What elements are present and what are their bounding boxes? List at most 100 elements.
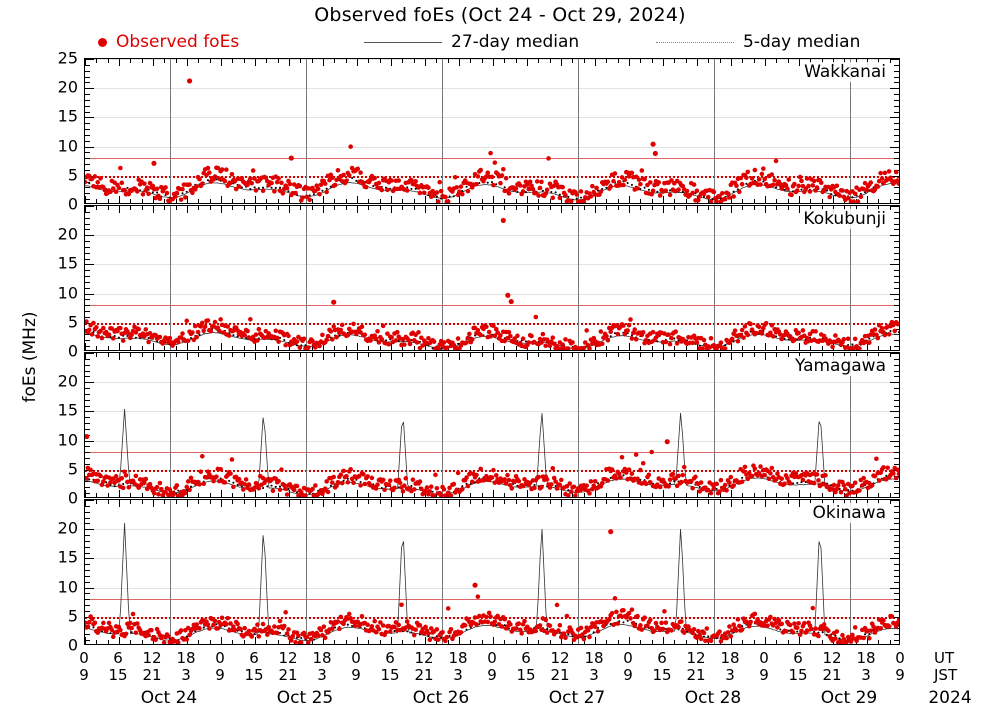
x-tick [776, 346, 778, 350]
x-tick [753, 59, 755, 63]
x-tick [447, 500, 449, 504]
x-tick [663, 343, 664, 350]
x-tick [810, 500, 812, 504]
x-tick [889, 199, 891, 203]
x-tick [583, 59, 585, 63]
x-tick [413, 346, 415, 350]
x-tick [391, 206, 392, 213]
x-tick [583, 640, 585, 644]
y-tick [894, 246, 899, 248]
x-tick [685, 640, 687, 644]
x-tick [425, 59, 426, 66]
x-tick [572, 500, 574, 504]
day-separator [578, 353, 579, 497]
y-tick [894, 564, 899, 566]
x-tick [810, 346, 812, 350]
plot-area: Wakkanai [85, 59, 899, 203]
observed-foes-points [85, 529, 899, 644]
x-tick [844, 353, 846, 357]
ut-tick-label: 18 [856, 649, 876, 667]
x-tick [425, 500, 426, 507]
x-tick [617, 199, 619, 203]
x-tick [187, 343, 188, 350]
x-tick [753, 199, 755, 203]
x-tick [617, 493, 619, 497]
x-tick [243, 59, 245, 63]
x-tick [141, 500, 143, 504]
y-tick [85, 570, 90, 572]
x-tick [379, 59, 381, 63]
x-tick [617, 59, 619, 63]
x-tick [719, 500, 721, 504]
jst-tick-label: 3 [725, 666, 735, 684]
ut-tick-label: 6 [657, 649, 667, 667]
day-separator [850, 206, 851, 350]
x-tick [855, 353, 857, 357]
x-tick [674, 199, 676, 203]
x-tick [753, 346, 755, 350]
y-tick [85, 523, 90, 525]
x-tick [731, 343, 732, 350]
x-tick [277, 206, 279, 210]
solid-line-icon [364, 41, 442, 43]
x-tick [209, 493, 211, 497]
x-tick [470, 59, 472, 63]
data-series [85, 78, 899, 203]
y-tick-label: 10 [57, 577, 78, 597]
x-tick [753, 206, 755, 210]
day-separator [578, 206, 579, 350]
x-tick [799, 343, 800, 350]
x-tick [606, 199, 608, 203]
y-tick-label: 15 [57, 106, 78, 126]
x-tick [719, 493, 721, 497]
x-tick [391, 343, 392, 350]
observed-outlier [151, 160, 157, 166]
y-tick [85, 276, 90, 278]
x-tick [209, 500, 211, 504]
x-tick [357, 196, 358, 203]
x-tick [878, 493, 880, 497]
x-tick [379, 353, 381, 357]
x-tick [130, 640, 132, 644]
x-tick [640, 59, 642, 63]
x-tick [379, 346, 381, 350]
x-tick [583, 493, 585, 497]
y-tick [890, 353, 899, 354]
x-tick [119, 500, 120, 507]
y-tick [894, 593, 899, 595]
observed-outlier [472, 582, 478, 588]
y-tick [894, 511, 899, 513]
ut-tick-label: 0 [351, 649, 361, 667]
y-tick-label: 20 [57, 77, 78, 97]
x-tick [402, 206, 404, 210]
y-tick [85, 440, 94, 442]
x-tick [175, 59, 177, 63]
x-tick [119, 206, 120, 213]
x-tick [436, 640, 438, 644]
x-tick [130, 59, 132, 63]
jst-tick-label: 9 [487, 666, 497, 684]
y-tick [894, 446, 899, 448]
x-tick [889, 640, 891, 644]
chart-panel-kokubunji: Kokubunji [84, 205, 900, 351]
x-tick [96, 493, 98, 497]
x-tick [153, 206, 154, 213]
y-tick [890, 440, 899, 442]
y-tick-label: 5 [67, 312, 78, 332]
x-tick [459, 353, 460, 360]
y-tick [894, 581, 899, 583]
x-tick [708, 493, 710, 497]
gridline [85, 88, 899, 90]
x-tick [561, 59, 562, 66]
x-tick [663, 490, 664, 497]
x-tick [119, 59, 120, 66]
y-tick [85, 564, 90, 566]
observed-outlier [331, 299, 337, 305]
x-tick [549, 500, 551, 504]
x-tick [119, 196, 120, 203]
jst-tick-label: 15 [380, 666, 400, 684]
y-tick [894, 76, 899, 78]
x-tick [833, 196, 834, 203]
x-tick [640, 206, 642, 210]
x-tick [175, 346, 177, 350]
